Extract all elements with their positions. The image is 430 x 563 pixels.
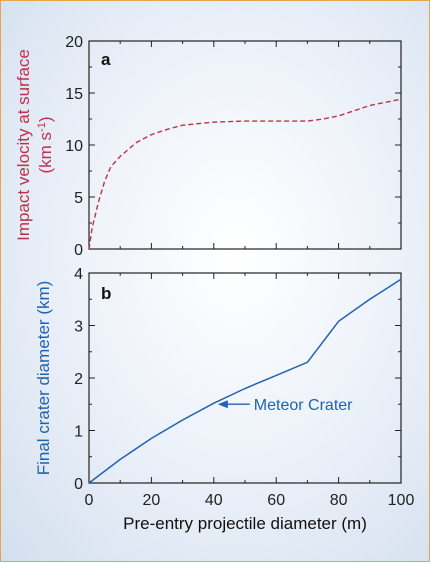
panel-b-frame: [88, 272, 402, 484]
y-tick-label: 4: [74, 266, 83, 283]
x-tick-label: 20: [143, 492, 161, 509]
annotation-arrowhead: [217, 400, 228, 409]
y-tick-label: 1: [74, 424, 83, 441]
panel-b-ylabel: Final crater diameter (km): [34, 281, 53, 476]
x-tick-label: 0: [85, 492, 94, 509]
panel-a-ylabel-line2: (km s-1): [36, 117, 55, 174]
panel-a-letter: a: [101, 50, 111, 69]
panel-a-series-line: [88, 98, 402, 250]
x-tick-label: 40: [205, 492, 223, 509]
y-tick-label: 0: [74, 242, 83, 259]
y-tick-label: 2: [74, 371, 83, 388]
x-axis-label: Pre-entry projectile diameter (m): [123, 514, 367, 533]
y-tick-label: 5: [74, 190, 83, 207]
panel-b-series-line: [88, 278, 402, 484]
x-tick-label: 80: [330, 492, 348, 509]
x-tick-label: 100: [388, 492, 415, 509]
y-tick-label: 0: [74, 476, 83, 493]
panel-a-ticks: [88, 40, 402, 250]
panel-a-ylabel-line1: Impact velocity at surface: [14, 49, 33, 241]
panel-a-frame: [88, 40, 402, 250]
y-tick-label: 15: [65, 86, 83, 103]
panel-b-letter: b: [101, 284, 111, 303]
y-tick-label: 20: [65, 34, 83, 51]
y-tick-label: 10: [65, 138, 83, 155]
y-tick-label: 3: [74, 319, 83, 336]
panel-a-tick-labels: 0 5 10 15 20: [65, 34, 83, 259]
x-tick-label: 60: [267, 492, 285, 509]
annotation-meteor-crater: Meteor Crater: [254, 397, 353, 414]
panel-b-ticks: [88, 272, 402, 484]
